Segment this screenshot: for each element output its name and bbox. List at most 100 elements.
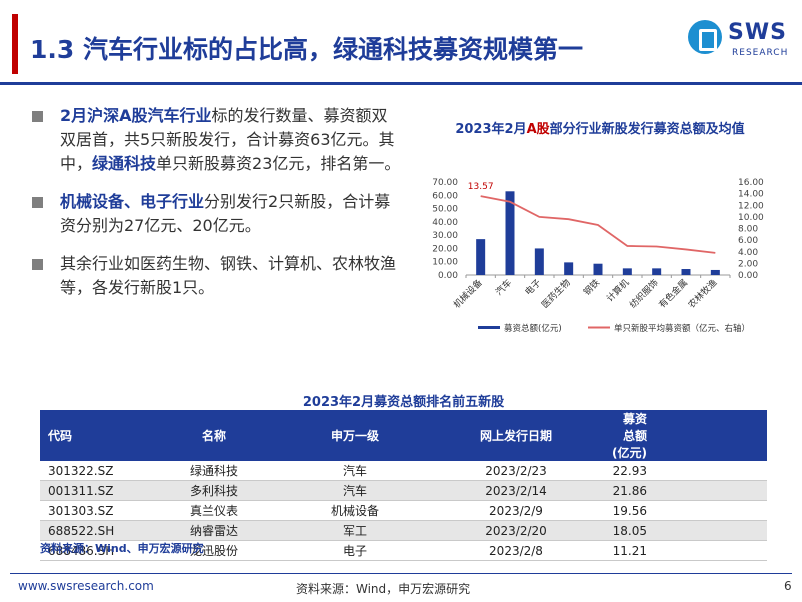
bullet-square-icon: [32, 197, 43, 208]
bullet-highlight: 2月沪深A股汽车行业: [60, 106, 212, 125]
right-axis-tick-label: 16.00: [738, 178, 764, 188]
table-source-note: 资料来源：Wind、申万宏源研究: [40, 542, 204, 555]
cell-date: 2023/2/8: [428, 540, 604, 561]
x-axis-tick-label: 纺织服饰: [627, 277, 661, 311]
cell-date: 2023/2/20: [428, 520, 604, 541]
top-ipo-table: 代码 名称 申万一级 网上发行日期 募资总额(亿元) 301322.SZ 绿通科…: [40, 410, 767, 561]
cell-date: 2023/2/14: [428, 480, 604, 501]
bullet-square-icon: [32, 111, 43, 122]
chart-svg: 0.00 10.00 20.00 30.00 40.00 50.00 60.00 70.00 0…: [432, 178, 764, 334]
left-axis-tick-label: 40.00: [432, 218, 458, 228]
right-axis-tick-label: 6.00: [738, 236, 758, 246]
cell-code: 688486.SH: [40, 540, 146, 561]
cell-amount: 22.93: [604, 461, 767, 481]
bar-机械设备: [476, 239, 486, 275]
x-axis-tick-label: 有色金属: [656, 277, 690, 311]
left-axis-tick-label: 20.00: [432, 244, 458, 254]
bullet-highlight: 绿通科技: [92, 154, 157, 173]
page-number: 6: [784, 579, 792, 593]
cell-amount: 19.56: [604, 500, 767, 521]
page-header: 1.3 汽车行业标的占比高，绿通科技募资规模第一 SWS RESEARCH: [0, 0, 802, 82]
bar-汽车: [505, 191, 515, 275]
bar-农林牧渔: [710, 269, 720, 275]
cell-code: 001311.SZ: [40, 480, 146, 501]
x-axis-tick-label: 农林牧渔: [686, 277, 720, 311]
col-header-code: 代码: [40, 410, 146, 461]
chart-title: 2023年2月A股部分行业新股发行募资总额及均值: [420, 118, 780, 137]
left-axis-tick-label: 10.00: [432, 258, 458, 268]
header-divider: [0, 82, 802, 85]
col-header-amount: 募资总额(亿元): [604, 410, 767, 461]
x-axis-tick-label: 汽车: [493, 277, 514, 298]
table-row: 688522.SH 纳睿雷达 军工 2023/2/20 18.05: [40, 520, 767, 541]
cell-code: 301303.SZ: [40, 500, 146, 521]
bullet-text: 其余行业如医药生物、钢铁、计算机、农林牧渔等，各发行新股1只。: [60, 254, 397, 297]
bullet-text: 标的发行数量、募资额双双居首，共5只新股发行，合计募资63亿元。其中，: [60, 106, 395, 173]
right-axis-tick-label: 14.00: [738, 190, 764, 200]
bullet-highlight: 机械设备、电子行业: [60, 192, 205, 211]
bar-有色金属: [681, 269, 691, 275]
legend-label-bar: 募资总额(亿元): [504, 323, 562, 334]
bar-钢铁: [593, 263, 603, 275]
cell-date: 2023/2/9: [428, 500, 604, 521]
logo-name: SWS: [728, 20, 787, 45]
right-axis-tick-label: 12.00: [738, 201, 764, 211]
bar-计算机: [622, 268, 632, 275]
bullet-square-icon: [32, 259, 43, 270]
col-header-date: 网上发行日期: [428, 410, 604, 461]
right-axis-tick-label: 8.00: [738, 225, 758, 235]
bullet-text: 分别发行2只新股，合计募资分别为27亿元、20亿元。: [60, 192, 391, 235]
left-axis-tick-label: 60.00: [432, 191, 458, 201]
industry-ipo-chart: 2023年2月A股部分行业新股发行募资总额及均值 0.00 10.00 20.00 3…: [420, 112, 780, 352]
cell-industry: 电子: [282, 540, 428, 561]
cell-name: 龙迅股份: [146, 540, 282, 561]
cell-code: 688522.SH: [40, 520, 146, 541]
bar-电子: [534, 248, 544, 275]
left-axis-tick-label: 50.00: [432, 205, 458, 215]
x-axis-tick-label: 医药生物: [539, 277, 573, 311]
chart-title-suffix: 部分行业新股发行募资总额及均值: [549, 122, 745, 137]
right-axis-tick-label: 2.00: [738, 259, 758, 269]
right-axis-tick-label: 0.00: [738, 271, 758, 281]
cell-industry: 机械设备: [282, 500, 428, 521]
bar-纺织服饰: [652, 268, 662, 275]
cell-name: 绿通科技: [146, 461, 282, 481]
table-header-row: 代码 名称 申万一级 网上发行日期 募资总额(亿元): [40, 410, 767, 461]
bullet-item: 其余行业如医药生物、钢铁、计算机、农林牧渔等，各发行新股1只。: [30, 252, 402, 300]
col-header-industry: 申万一级: [282, 410, 428, 461]
col-header-name: 名称: [146, 410, 282, 461]
cell-amount: 21.86: [604, 480, 767, 501]
x-axis-tick-label: 机械设备: [451, 277, 485, 311]
cell-industry: 汽车: [282, 480, 428, 501]
table-row: 301322.SZ 绿通科技 汽车 2023/2/23 22.93: [40, 461, 767, 481]
cell-date: 2023/2/23: [428, 461, 604, 481]
cell-amount: 18.05: [604, 520, 767, 541]
cell-name: 真兰仪表: [146, 500, 282, 521]
footer-website-link[interactable]: www.swsresearch.com: [18, 579, 154, 593]
bullet-item: 机械设备、电子行业分别发行2只新股，合计募资分别为27亿元、20亿元。: [30, 190, 402, 238]
sws-logo: SWS RESEARCH: [688, 18, 794, 66]
title-accent-bar: [12, 14, 18, 74]
cell-code: 301322.SZ: [40, 461, 146, 481]
cell-industry: 汽车: [282, 461, 428, 481]
bullet-item: 2月沪深A股汽车行业标的发行数量、募资额双双居首，共5只新股发行，合计募资63亿…: [30, 104, 402, 176]
left-axis-tick-label: 30.00: [432, 231, 458, 241]
legend-swatch-bar: [478, 326, 500, 329]
footer-source: 资料来源：Wind，申万宏源研究: [296, 582, 471, 596]
logo-subtitle: RESEARCH: [732, 48, 789, 58]
sws-logo-icon: [688, 20, 722, 54]
table-row: 001311.SZ 多利科技 汽车 2023/2/14 21.86: [40, 480, 767, 501]
bullet-list: 2月沪深A股汽车行业标的发行数量、募资额双双居首，共5只新股发行，合计募资63亿…: [30, 104, 402, 314]
chart-title-highlight: A股: [526, 122, 550, 137]
chart-title-prefix: 2023年2月: [455, 122, 527, 137]
table-row: 301303.SZ 真兰仪表 机械设备 2023/2/9 19.56: [40, 500, 767, 521]
left-axis-tick-label: 0.00: [438, 271, 458, 281]
cell-name: 纳睿雷达: [146, 520, 282, 541]
line-series-avg: [480, 195, 716, 254]
x-axis-tick-label: 电子: [522, 277, 543, 298]
cell-industry: 军工: [282, 520, 428, 541]
bar-医药生物: [564, 262, 574, 275]
left-axis-tick-label: 70.00: [432, 178, 458, 188]
data-label-first-point: 13.57: [468, 182, 494, 192]
right-axis-tick-label: 4.00: [738, 248, 758, 258]
